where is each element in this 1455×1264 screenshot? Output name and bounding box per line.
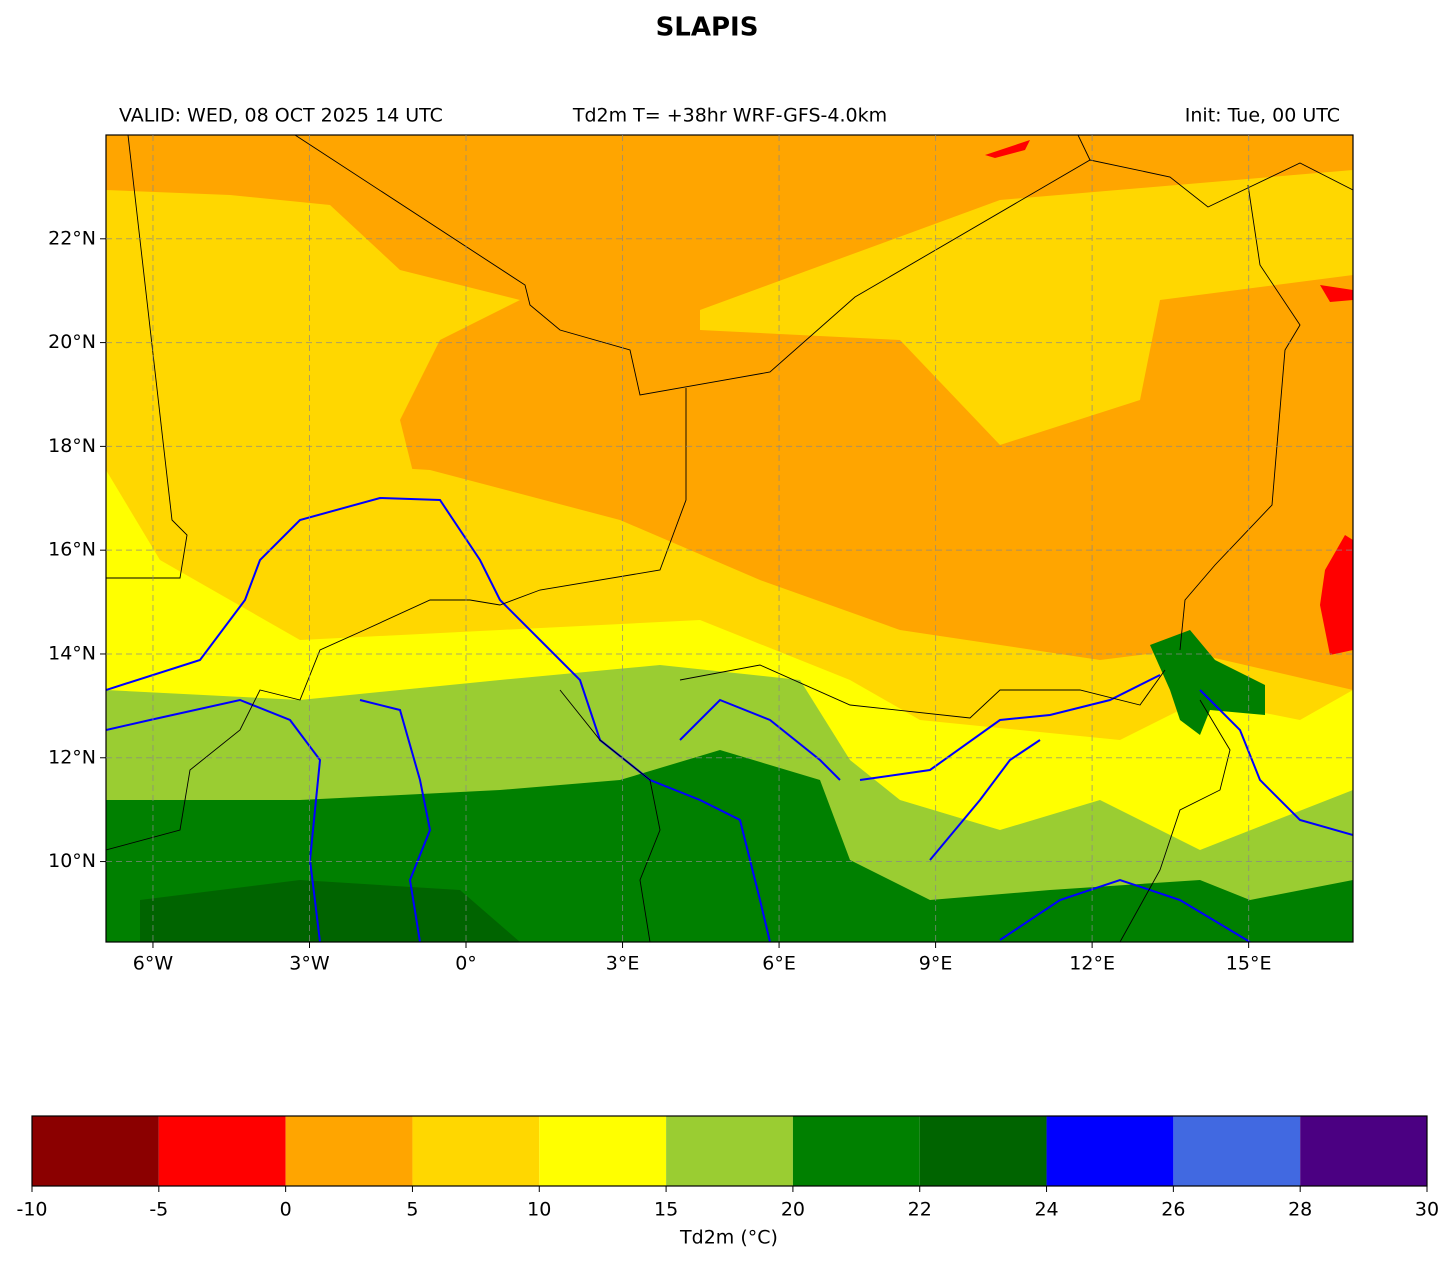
x-tick-label: 0° bbox=[455, 953, 477, 975]
x-tick-label: 9°E bbox=[919, 953, 953, 975]
x-tick-label: 3°E bbox=[606, 953, 640, 975]
colorbar-bin bbox=[539, 1116, 667, 1186]
colorbar-bin bbox=[32, 1116, 159, 1186]
colorbar-tick-label: 20 bbox=[781, 1199, 805, 1221]
colorbar-bin bbox=[1046, 1116, 1174, 1186]
colorbar-tick-label: -10 bbox=[16, 1199, 47, 1221]
colorbar-tick-label: 26 bbox=[1161, 1199, 1185, 1221]
title: SLAPIS bbox=[656, 13, 759, 43]
colorbar-bin bbox=[412, 1116, 540, 1186]
colorbar-tick-label: 24 bbox=[1034, 1199, 1058, 1221]
colorbar-tick-label: 15 bbox=[654, 1199, 678, 1221]
colorbar-tick-label: 0 bbox=[280, 1199, 292, 1221]
colorbar-bin bbox=[1173, 1116, 1301, 1186]
y-tick-label: 22°N bbox=[48, 227, 96, 249]
valid-time: VALID: WED, 08 OCT 2025 14 UTC bbox=[119, 105, 443, 127]
y-tick-label: 14°N bbox=[48, 642, 96, 664]
colorbar-bin bbox=[792, 1116, 920, 1186]
subtitle: Td2m T= +38hr WRF-GFS-4.0km bbox=[572, 105, 887, 127]
x-tick-label: 6°E bbox=[762, 953, 796, 975]
colorbar-tick-label: 22 bbox=[908, 1199, 932, 1221]
colorbar-tick-label: 30 bbox=[1415, 1199, 1439, 1221]
colorbar-bin bbox=[158, 1116, 286, 1186]
init-time: Init: Tue, 00 UTC bbox=[1185, 105, 1340, 127]
map-frame bbox=[105, 134, 1354, 943]
dewpoint-field bbox=[106, 135, 1353, 942]
colorbar-tick-label: -5 bbox=[149, 1199, 168, 1221]
colorbar-bin bbox=[919, 1116, 1047, 1186]
x-tick-label: 6°W bbox=[133, 953, 174, 975]
x-tick-label: 3°W bbox=[289, 953, 330, 975]
colorbar-bin bbox=[666, 1116, 793, 1186]
y-tick-label: 10°N bbox=[48, 850, 96, 872]
colorbar-tick-label: 10 bbox=[527, 1199, 551, 1221]
y-tick-label: 12°N bbox=[48, 746, 96, 768]
colorbar-label: Td2m (°C) bbox=[679, 1227, 778, 1249]
colorbar-tick-label: 5 bbox=[406, 1199, 418, 1221]
colorbar-bin bbox=[1300, 1116, 1427, 1186]
y-tick-label: 16°N bbox=[48, 539, 96, 561]
x-tick-label: 12°E bbox=[1069, 953, 1115, 975]
x-tick-label: 15°E bbox=[1226, 953, 1272, 975]
colorbar-bin bbox=[285, 1116, 413, 1186]
y-tick-label: 18°N bbox=[48, 435, 96, 457]
colorbar-frame bbox=[31, 1115, 1428, 1187]
y-tick-label: 20°N bbox=[48, 331, 96, 353]
colorbar-tick-label: 28 bbox=[1288, 1199, 1312, 1221]
